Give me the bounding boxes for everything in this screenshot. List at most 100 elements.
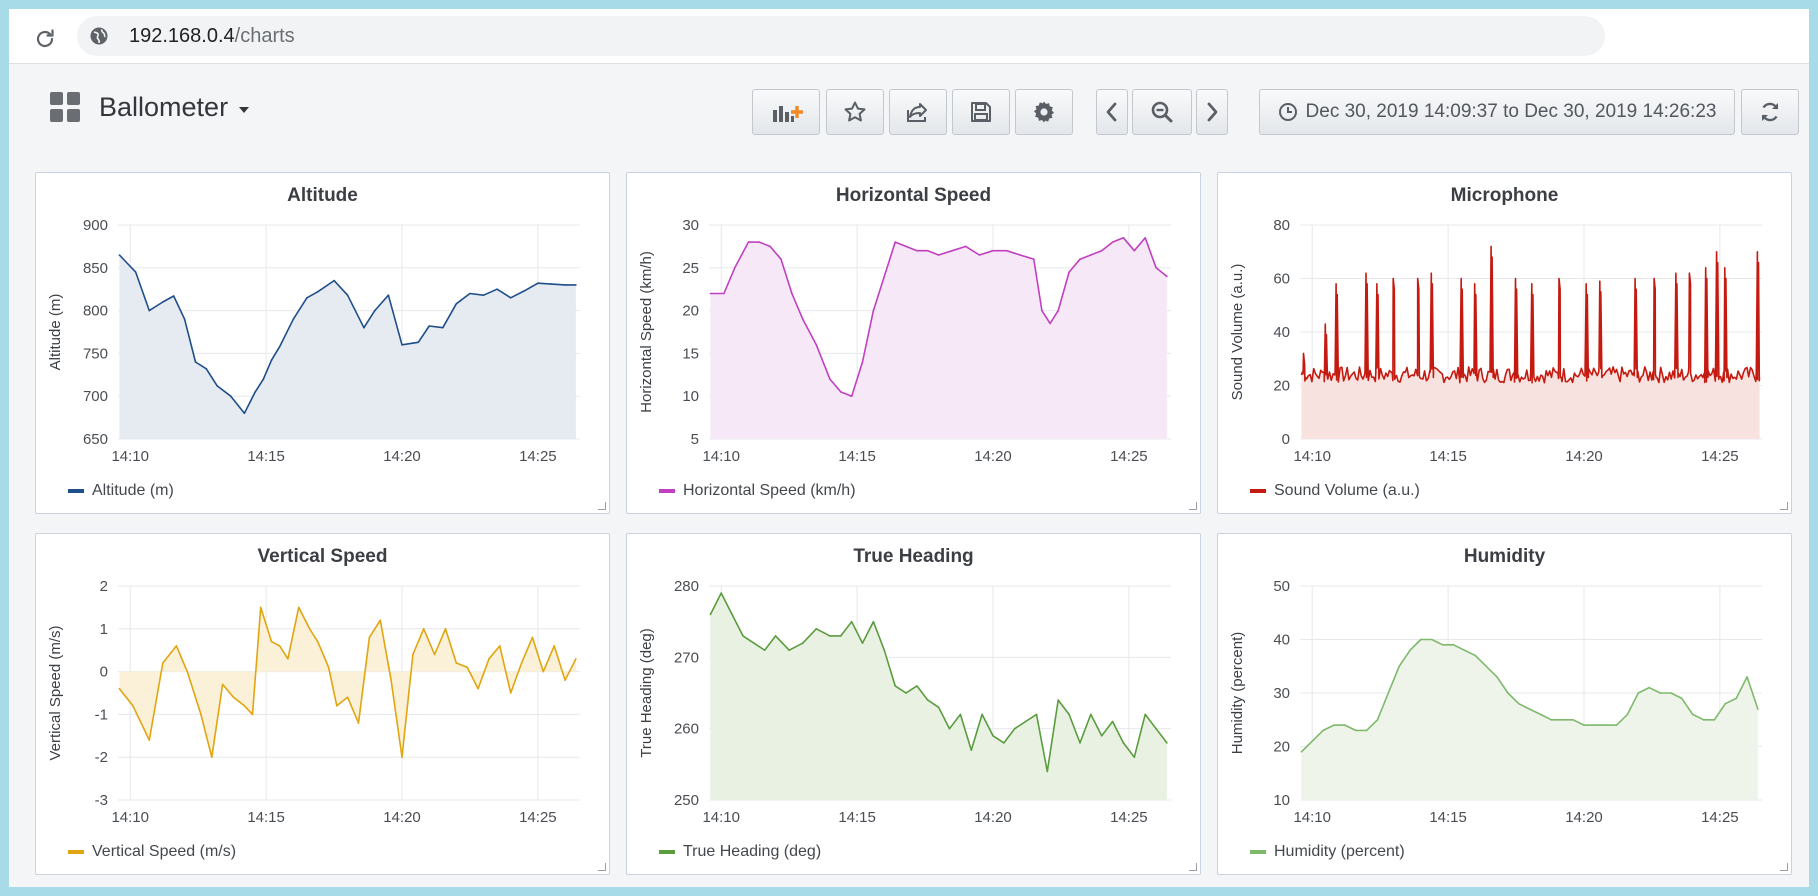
data-point	[306, 297, 308, 299]
data-point	[537, 282, 539, 284]
data-point	[134, 271, 137, 273]
data-point	[1441, 644, 1444, 646]
data-point	[183, 318, 186, 320]
x-tick-label: 14:10	[702, 448, 740, 465]
data-point	[1518, 702, 1520, 705]
legend-label: True Heading (deg)	[683, 843, 822, 860]
data-point	[709, 613, 712, 616]
share-icon	[907, 103, 927, 122]
y-tick-label: 15	[682, 345, 699, 362]
resize-handle-icon[interactable]	[1780, 502, 1788, 510]
data-point	[1122, 742, 1125, 744]
data-point	[815, 628, 818, 630]
series-area	[710, 593, 1167, 800]
legend-swatch	[1250, 489, 1266, 493]
data-point	[368, 636, 371, 639]
data-point	[840, 391, 842, 393]
x-tick-label: 14:20	[383, 809, 421, 826]
dashboard-grid-icon[interactable]	[49, 91, 81, 123]
share-button[interactable]	[889, 89, 947, 135]
series-line	[709, 592, 1168, 773]
y-tick-label: 10	[1273, 792, 1290, 809]
time-forward-button[interactable]	[1196, 89, 1228, 135]
data-point	[1005, 249, 1008, 252]
resize-handle-icon[interactable]	[1189, 863, 1197, 871]
vertical-speed-chart: -3 -2 -1 0 1 2 14:10 14:15 14:20 14:25 Vertical Sp…	[47, 578, 580, 826]
star-icon	[844, 101, 866, 122]
time-back-button[interactable]	[1096, 89, 1128, 135]
data-point	[1713, 719, 1716, 721]
star-button[interactable]	[826, 89, 884, 135]
data-point	[829, 635, 831, 637]
legend-swatch	[68, 489, 84, 493]
x-tick-label: 14:15	[247, 448, 285, 465]
data-point	[894, 685, 896, 687]
data-point	[316, 640, 319, 643]
legend-item[interactable]: Altitude (m)	[68, 482, 174, 500]
data-point	[709, 292, 712, 295]
data-point	[243, 705, 246, 707]
data-point	[270, 359, 273, 361]
legend-item[interactable]: True Heading (deg)	[659, 843, 821, 861]
data-point	[1637, 692, 1640, 694]
data-point	[346, 696, 349, 699]
y-tick-label: 60	[1273, 271, 1290, 288]
legend-item[interactable]: Horizontal Speed (km/h)	[659, 482, 856, 500]
legend-swatch	[659, 489, 675, 493]
data-point	[981, 713, 983, 716]
add-panel-button[interactable]	[752, 89, 820, 135]
panel-title: Microphone	[1450, 185, 1559, 206]
data-point	[1420, 638, 1422, 641]
dashboard-title[interactable]: Ballometer	[99, 92, 229, 122]
time-range-picker[interactable]: Dec 30, 2019 14:09:37 to Dec 30, 2019 14…	[1259, 89, 1735, 135]
legend-swatch	[68, 850, 84, 854]
legend-item[interactable]: Sound Volume (a.u.)	[1250, 482, 1420, 500]
browser-window: 192.168.0.4/charts Ballometer	[9, 9, 1809, 887]
data-point	[455, 303, 458, 305]
data-point	[509, 692, 512, 694]
series-line	[1300, 245, 1761, 384]
data-point	[194, 361, 197, 363]
globe-icon	[90, 27, 108, 45]
data-point	[564, 284, 566, 286]
settings-button[interactable]	[1015, 89, 1073, 135]
data-point	[1166, 742, 1168, 744]
resize-handle-icon[interactable]	[598, 863, 606, 871]
legend-swatch	[659, 850, 675, 854]
data-point	[148, 309, 151, 312]
data-point	[509, 297, 512, 299]
resize-handle-icon[interactable]	[598, 502, 606, 510]
data-point	[278, 345, 281, 348]
gear-icon	[1034, 101, 1054, 123]
panel-altitude: Altitude 650 700 750 800 850 900 14:10 14:15 14:…	[35, 172, 610, 514]
y-axis-label: True Heading (deg)	[638, 628, 655, 758]
save-button[interactable]	[952, 89, 1010, 135]
x-tick-label: 14:25	[519, 809, 557, 826]
legend-item[interactable]: Vertical Speed (m/s)	[68, 843, 236, 861]
resize-handle-icon[interactable]	[1780, 863, 1788, 871]
data-point	[861, 642, 864, 644]
y-tick-label: 30	[682, 217, 699, 234]
data-point	[1496, 676, 1498, 678]
data-point	[905, 245, 907, 248]
data-point	[769, 245, 771, 248]
zoom-out-button[interactable]	[1132, 89, 1192, 135]
refresh-button[interactable]	[1741, 89, 1799, 135]
data-point	[1365, 729, 1368, 732]
resize-handle-icon[interactable]	[1189, 502, 1197, 510]
data-point	[466, 666, 469, 669]
caret-down-icon[interactable]	[239, 106, 249, 114]
address-bar[interactable]: 192.168.0.4/charts	[77, 16, 1605, 56]
data-point	[499, 645, 501, 647]
y-tick-label: 80	[1273, 217, 1290, 234]
legend-item[interactable]: Humidity (percent)	[1250, 843, 1405, 861]
data-point	[316, 291, 319, 293]
data-point	[1041, 309, 1043, 312]
data-point	[1166, 275, 1168, 278]
x-tick-label: 14:10	[111, 448, 149, 465]
data-point	[1111, 720, 1114, 723]
y-tick-label: 1	[100, 621, 108, 638]
reload-icon[interactable]	[31, 25, 59, 53]
y-tick-label: 2	[100, 578, 108, 595]
data-point	[1507, 692, 1509, 694]
